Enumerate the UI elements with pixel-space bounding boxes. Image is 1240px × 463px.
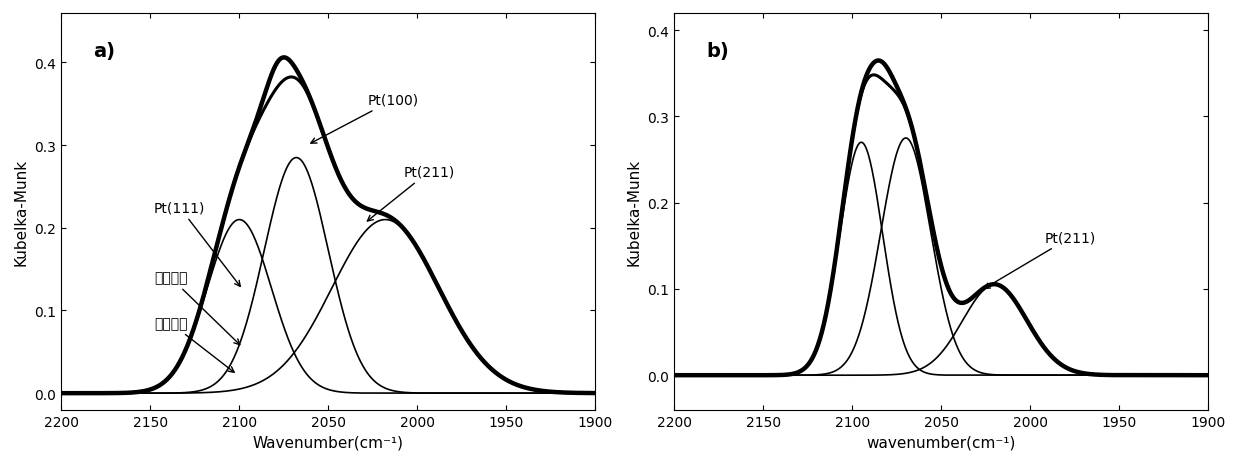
Text: 实验数据: 实验数据 <box>154 316 234 373</box>
Text: 拟合曲线: 拟合曲线 <box>154 271 239 345</box>
Text: a): a) <box>93 42 115 61</box>
Y-axis label: Kubelka-Munk: Kubelka-Munk <box>627 158 642 265</box>
Text: Pt(111): Pt(111) <box>154 201 241 287</box>
X-axis label: Wavenumber(cm⁻¹): Wavenumber(cm⁻¹) <box>253 434 404 449</box>
X-axis label: wavenumber(cm⁻¹): wavenumber(cm⁻¹) <box>867 434 1016 449</box>
Y-axis label: Kubelka-Munk: Kubelka-Munk <box>14 158 29 265</box>
Text: Pt(211): Pt(211) <box>985 231 1096 289</box>
Text: Pt(100): Pt(100) <box>311 94 419 144</box>
Text: Pt(211): Pt(211) <box>367 165 454 221</box>
Text: b): b) <box>707 42 729 61</box>
